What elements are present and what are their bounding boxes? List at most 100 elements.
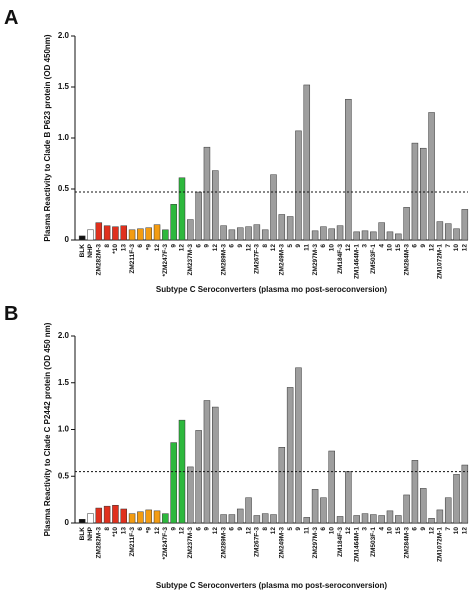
bar — [353, 231, 360, 241]
x-tick-label: 12 — [154, 244, 161, 252]
x-axis-label: Subtype C Seroconverters (plasma mo post… — [156, 285, 388, 294]
bar — [403, 494, 410, 524]
bar — [295, 367, 302, 524]
bar — [212, 170, 219, 241]
x-tick-label: 15 — [395, 527, 402, 535]
x-tick-label: ZM1072M-1 — [437, 244, 444, 279]
panel: A Plasma Reactivity to Clade B P623 prote… — [4, 7, 469, 294]
bar — [386, 510, 394, 524]
bar — [453, 474, 460, 524]
bar — [361, 230, 369, 241]
bar — [220, 514, 227, 524]
x-tick-label: 9 — [204, 244, 211, 248]
bar — [261, 513, 269, 524]
bar — [328, 450, 335, 524]
x-tick-label: 9 — [237, 527, 244, 531]
x-tick-label: 9 — [204, 527, 211, 531]
x-tick-label: 12 — [154, 527, 161, 535]
x-tick-label: ZM284M-3 — [403, 527, 410, 559]
bar — [120, 508, 128, 524]
x-tick-label: 12 — [179, 527, 186, 535]
bar — [87, 513, 94, 524]
x-tick-label: ZM184F-3 — [337, 527, 344, 557]
bar — [112, 226, 119, 241]
x-tick-label: 12 — [212, 244, 219, 252]
x-tick-label: ZM282M-3 — [96, 244, 103, 276]
bar — [386, 231, 394, 241]
bar — [187, 466, 194, 524]
x-tick-label: 6 — [229, 244, 236, 248]
x-tick-label: 12 — [345, 527, 352, 535]
bar — [370, 514, 377, 524]
x-tick-label: 8 — [262, 527, 269, 531]
bar — [120, 225, 128, 241]
x-tick-label: 10 — [453, 527, 460, 535]
x-tick-label: 9 — [170, 244, 177, 248]
x-tick-label: NHP — [87, 243, 94, 257]
x-tick-label: 6 — [229, 527, 236, 531]
x-tick-label: 5 — [287, 244, 294, 248]
x-tick-label: 6 — [412, 244, 419, 248]
bar — [444, 223, 452, 241]
bar — [137, 228, 144, 241]
x-tick-label: ZM1464M-1 — [353, 244, 360, 279]
x-tick-label: 8 — [104, 527, 111, 531]
y-tick-label: 0 — [65, 518, 70, 527]
bar — [145, 509, 152, 524]
panel-label: B — [4, 303, 18, 325]
bar — [137, 511, 144, 524]
x-tick-label: 12 — [212, 527, 219, 535]
x-tick-label: 6 — [195, 244, 202, 248]
bar — [453, 228, 460, 241]
bar — [345, 471, 352, 524]
x-tick-label: 10 — [387, 244, 394, 252]
x-tick-label: 9 — [295, 527, 302, 531]
bar — [311, 230, 319, 241]
x-tick-label: ZM1072M-1 — [437, 527, 444, 562]
bar — [261, 229, 269, 241]
bar — [286, 387, 294, 524]
y-tick-label: 1.0 — [58, 133, 70, 142]
bar — [162, 513, 169, 524]
bar — [320, 497, 327, 524]
x-tick-label: 11 — [303, 527, 310, 534]
bar — [212, 406, 219, 524]
x-tick-label: BLK — [79, 527, 86, 541]
bar — [170, 204, 177, 241]
x-tick-label: 10 — [328, 527, 335, 535]
bar — [286, 216, 294, 241]
y-tick-label: 2.0 — [58, 331, 70, 340]
x-tick-label: ZM184F-3 — [337, 244, 344, 274]
bar — [461, 464, 469, 524]
bar — [112, 504, 119, 524]
bar — [345, 98, 352, 241]
bar — [370, 231, 377, 241]
bar — [411, 460, 419, 524]
x-tick-label: 8 — [104, 244, 111, 248]
y-tick-label: 1.5 — [58, 82, 70, 91]
bar — [162, 229, 169, 241]
bar — [336, 516, 344, 524]
x-tick-label: ZM267F-3 — [254, 244, 261, 274]
bar — [153, 224, 161, 241]
bar — [278, 214, 286, 241]
bar — [378, 222, 385, 241]
bar — [320, 226, 327, 241]
bar — [236, 508, 244, 524]
x-tick-label: 12 — [428, 244, 435, 252]
x-tick-label: *10 — [112, 244, 119, 254]
bar — [303, 517, 311, 524]
x-tick-label: 9 — [420, 244, 427, 248]
bar — [195, 430, 202, 524]
x-tick-label: ZM267F-3 — [254, 527, 261, 557]
bar — [419, 488, 427, 524]
bar — [153, 510, 161, 524]
x-tick-label: *ZM247F-3 — [162, 527, 169, 560]
x-tick-label: 6 — [195, 527, 202, 531]
bar — [95, 222, 103, 241]
y-tick-label: 0.5 — [58, 184, 70, 193]
bar — [411, 142, 419, 241]
bar — [361, 513, 369, 524]
bar — [228, 514, 236, 524]
x-tick-label: 4 — [378, 244, 385, 248]
